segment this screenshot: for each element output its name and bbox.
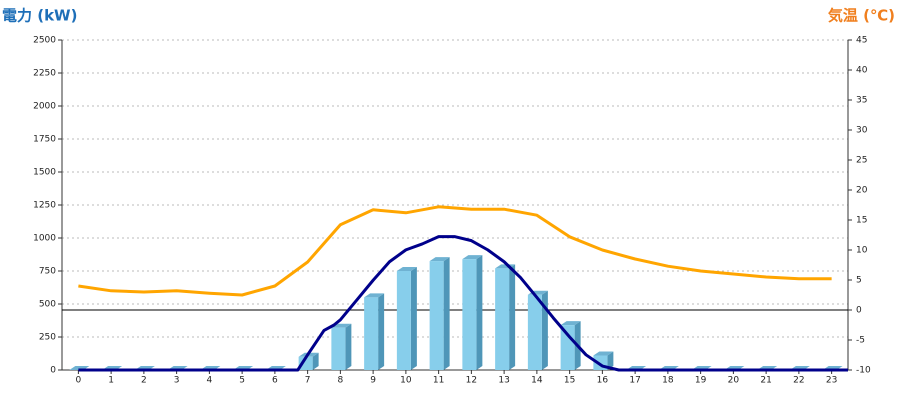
x-tick-label: 1 (108, 376, 114, 386)
x-tick-label: 22 (793, 376, 804, 386)
bar-top (364, 293, 385, 298)
bar (495, 268, 510, 370)
line (78, 235, 848, 372)
x-tick-label: 0 (76, 376, 82, 386)
y2-tick-label: 5 (856, 276, 862, 286)
y-tick-label: 250 (39, 333, 56, 343)
x-tick-label: 20 (728, 376, 740, 386)
y2-tick-label: 20 (856, 186, 868, 196)
y-axis-title: 電力 (kW) (2, 7, 77, 25)
x-tick-label: 7 (305, 376, 311, 386)
y2-axis-title: 気温 (℃) (828, 7, 895, 25)
x-tick-label: 9 (370, 376, 376, 386)
x-tick-label: 2 (141, 376, 147, 386)
x-tick-label: 4 (207, 376, 213, 386)
bar-top (462, 255, 483, 260)
y2-tick-label: 0 (856, 306, 862, 316)
bar-top (396, 267, 417, 271)
bar (462, 259, 477, 370)
bar-side (312, 352, 319, 370)
bar (429, 261, 444, 370)
bar-top (429, 257, 450, 262)
bar-side (509, 264, 516, 370)
bar (396, 271, 411, 370)
bar-side (607, 351, 614, 370)
y2-tick-label: 45 (856, 36, 867, 46)
x-tick-label: 6 (272, 376, 278, 386)
line (78, 205, 832, 297)
y2-tick-label: -5 (856, 336, 865, 346)
x-tick-label: 23 (826, 376, 837, 386)
y-tick-label: 1250 (33, 201, 56, 211)
x-tick-label: 8 (338, 376, 344, 386)
x-tick-label: 18 (662, 376, 674, 386)
y2-tick-label: 15 (856, 216, 867, 226)
y-tick-label: 0 (50, 366, 56, 376)
x-tick-label: 14 (531, 376, 543, 386)
x-tick-label: 12 (466, 376, 477, 386)
bar-top (593, 351, 614, 356)
x-tick-label: 16 (597, 376, 609, 386)
y-tick-label: 1000 (33, 234, 56, 244)
bar (527, 294, 542, 370)
y2-tick-label: 40 (856, 66, 868, 76)
x-tick-label: 5 (239, 376, 245, 386)
y2-tick-label: 35 (856, 96, 867, 106)
bar-side (378, 293, 385, 370)
y-tick-label: 750 (39, 267, 56, 277)
bar-side (443, 257, 450, 370)
x-tick-label: 3 (174, 376, 180, 386)
x-tick-label: 21 (760, 376, 771, 386)
y2-tick-label: -10 (856, 366, 871, 376)
x-tick-label: 11 (433, 376, 444, 386)
bar (560, 325, 575, 370)
x-tick-label: 15 (564, 376, 575, 386)
y2-tick-label: 30 (856, 126, 868, 136)
y-tick-label: 1750 (33, 135, 56, 145)
x-tick-label: 13 (498, 376, 509, 386)
x-tick-label: 10 (400, 376, 412, 386)
bar-side (345, 323, 352, 370)
bar-top (560, 321, 581, 326)
bar (331, 327, 346, 370)
bar (364, 297, 379, 370)
y-tick-label: 1500 (33, 168, 56, 178)
bar-side (476, 255, 483, 370)
y-tick-label: 500 (39, 300, 56, 310)
y2-tick-label: 10 (856, 246, 868, 256)
y2-tick-label: 25 (856, 156, 867, 166)
bar (298, 356, 313, 370)
x-tick-label: 19 (695, 376, 707, 386)
y-tick-label: 2250 (33, 69, 56, 79)
y-tick-label: 2000 (33, 102, 56, 112)
x-tick-label: 17 (629, 376, 640, 386)
y-tick-label: 2500 (33, 36, 56, 46)
bar-side (410, 267, 417, 370)
